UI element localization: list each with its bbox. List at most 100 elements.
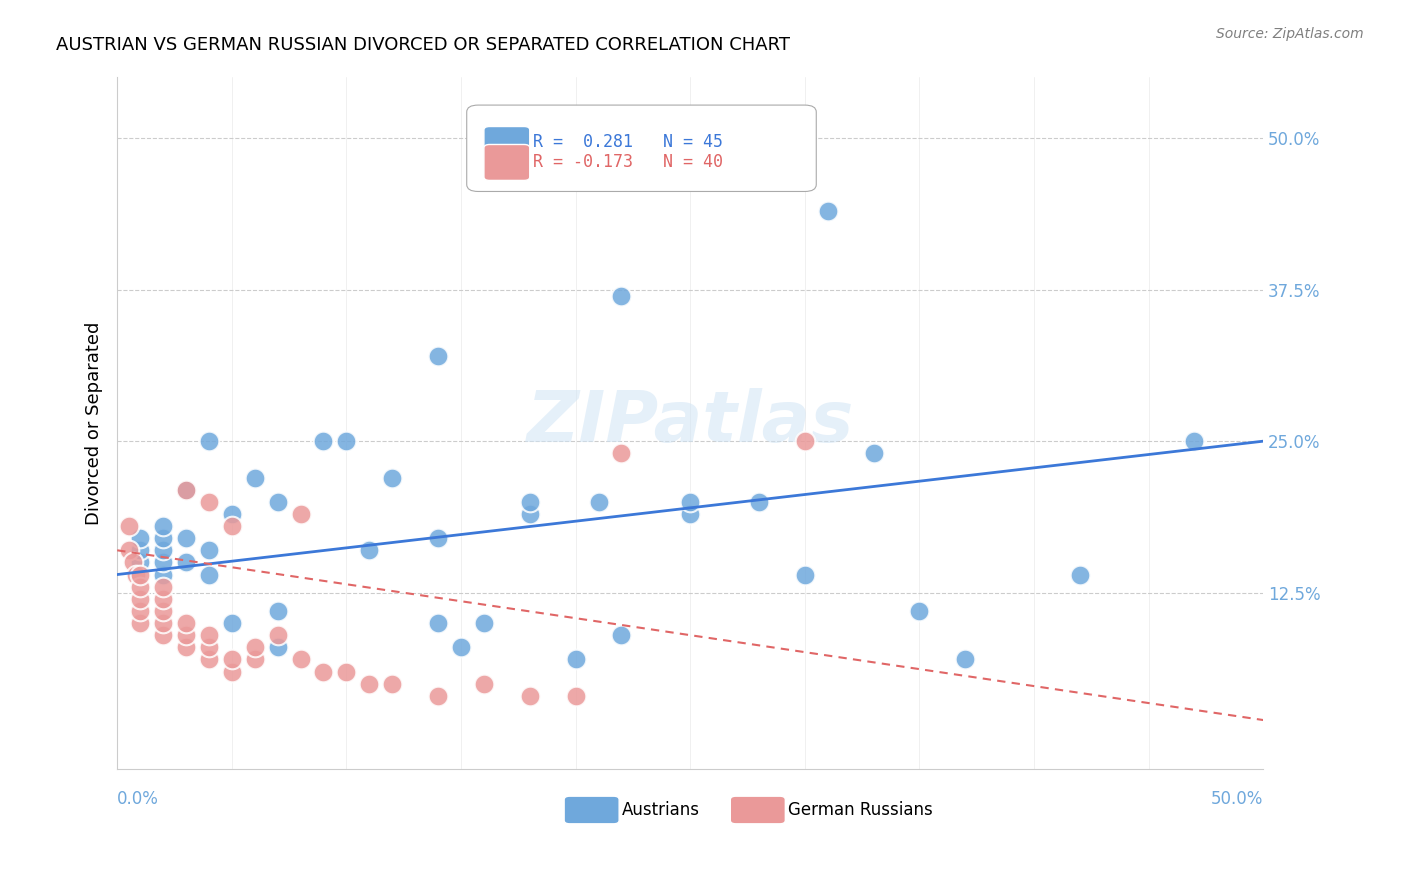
Point	[174, 628, 197, 642]
Point	[221, 519, 243, 533]
Point	[312, 665, 335, 679]
Y-axis label: Divorced or Separated: Divorced or Separated	[86, 321, 103, 524]
Point	[427, 615, 450, 630]
Point	[266, 640, 288, 655]
Point	[679, 495, 702, 509]
Point	[266, 604, 288, 618]
Point	[198, 543, 221, 558]
Point	[450, 640, 472, 655]
Point	[152, 556, 174, 570]
Point	[129, 556, 152, 570]
Point	[198, 652, 221, 666]
Point	[266, 495, 288, 509]
Point	[312, 434, 335, 449]
Point	[124, 567, 146, 582]
Point	[793, 567, 815, 582]
Point	[748, 495, 770, 509]
Point	[955, 652, 977, 666]
Point	[174, 615, 197, 630]
Text: 50.0%: 50.0%	[1211, 790, 1263, 808]
Point	[1069, 567, 1091, 582]
Point	[427, 689, 450, 703]
Point	[359, 543, 381, 558]
Point	[221, 615, 243, 630]
FancyBboxPatch shape	[484, 127, 530, 162]
Point	[198, 640, 221, 655]
Point	[359, 676, 381, 690]
Point	[243, 640, 266, 655]
Point	[610, 628, 633, 642]
Point	[381, 470, 404, 484]
Point	[198, 434, 221, 449]
Point	[174, 556, 197, 570]
Point	[174, 531, 197, 545]
Point	[221, 665, 243, 679]
Point	[862, 446, 884, 460]
FancyBboxPatch shape	[730, 797, 786, 824]
Point	[908, 604, 931, 618]
Point	[152, 591, 174, 606]
Point	[174, 640, 197, 655]
Point	[152, 615, 174, 630]
Point	[519, 507, 541, 521]
Point	[588, 495, 610, 509]
Point	[152, 580, 174, 594]
Point	[152, 567, 174, 582]
Point	[243, 470, 266, 484]
FancyBboxPatch shape	[564, 797, 619, 824]
Point	[129, 567, 152, 582]
Point	[174, 483, 197, 497]
Point	[152, 531, 174, 545]
Point	[198, 567, 221, 582]
Text: AUSTRIAN VS GERMAN RUSSIAN DIVORCED OR SEPARATED CORRELATION CHART: AUSTRIAN VS GERMAN RUSSIAN DIVORCED OR S…	[56, 36, 790, 54]
Point	[174, 483, 197, 497]
Point	[118, 543, 141, 558]
Point	[152, 628, 174, 642]
Point	[129, 580, 152, 594]
Point	[152, 543, 174, 558]
Point	[129, 543, 152, 558]
Text: ZIPatlas: ZIPatlas	[526, 389, 853, 458]
Point	[129, 604, 152, 618]
Point	[152, 604, 174, 618]
Point	[290, 652, 312, 666]
Point	[610, 446, 633, 460]
Point	[381, 676, 404, 690]
Point	[198, 495, 221, 509]
Point	[610, 288, 633, 302]
Point	[243, 652, 266, 666]
Point	[129, 591, 152, 606]
Point	[221, 652, 243, 666]
Point	[679, 507, 702, 521]
Text: Source: ZipAtlas.com: Source: ZipAtlas.com	[1216, 27, 1364, 41]
Point	[122, 556, 145, 570]
Point	[198, 628, 221, 642]
Text: Austrians: Austrians	[621, 801, 699, 819]
Point	[519, 495, 541, 509]
Text: R =  0.281   N = 45: R = 0.281 N = 45	[533, 133, 723, 151]
Point	[335, 434, 357, 449]
FancyBboxPatch shape	[467, 105, 817, 192]
Point	[564, 689, 586, 703]
FancyBboxPatch shape	[484, 145, 530, 180]
Point	[472, 615, 495, 630]
Point	[118, 519, 141, 533]
Point	[335, 665, 357, 679]
Point	[129, 531, 152, 545]
Point	[793, 434, 815, 449]
Text: 0.0%: 0.0%	[117, 790, 159, 808]
Point	[519, 689, 541, 703]
Text: German Russians: German Russians	[787, 801, 932, 819]
Point	[221, 507, 243, 521]
Point	[266, 628, 288, 642]
Point	[817, 203, 839, 218]
Point	[427, 531, 450, 545]
Text: R = -0.173   N = 40: R = -0.173 N = 40	[533, 153, 723, 170]
Point	[564, 652, 586, 666]
Point	[129, 615, 152, 630]
Point	[152, 519, 174, 533]
Point	[290, 507, 312, 521]
Point	[472, 676, 495, 690]
Point	[1184, 434, 1206, 449]
Point	[427, 349, 450, 363]
